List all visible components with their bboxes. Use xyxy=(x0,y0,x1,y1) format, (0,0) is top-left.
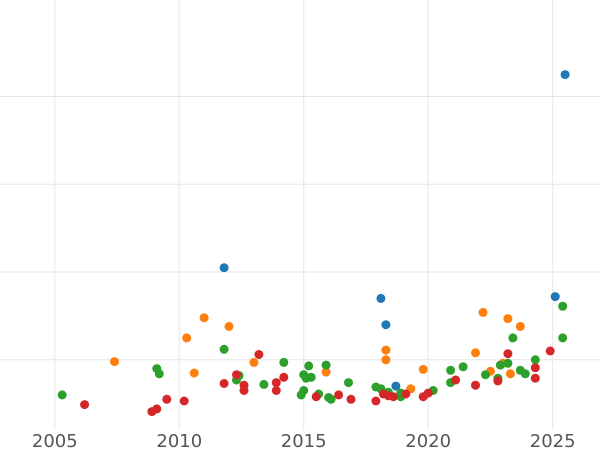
data-point-series-1 xyxy=(391,381,401,391)
data-point-series-2 xyxy=(505,369,515,379)
data-point-series-4 xyxy=(232,370,241,380)
data-point-series-2 xyxy=(199,313,209,323)
data-point-series-1 xyxy=(376,293,386,303)
data-point-series-1 xyxy=(550,292,560,302)
data-point-series-3 xyxy=(321,360,331,370)
data-point-series-4 xyxy=(271,386,281,395)
data-points xyxy=(57,70,570,417)
vertical-gridlines xyxy=(54,0,554,430)
data-point-series-4 xyxy=(530,373,540,383)
data-point-series-3 xyxy=(508,333,518,343)
data-point-series-2 xyxy=(321,367,331,377)
data-point-series-1 xyxy=(381,320,391,330)
data-point-series-4 xyxy=(503,349,513,359)
data-point-series-3 xyxy=(219,344,229,354)
data-point-series-4 xyxy=(219,379,229,388)
data-point-series-3 xyxy=(495,360,505,370)
data-point-series-3 xyxy=(259,379,269,389)
data-point-series-3 xyxy=(344,378,353,388)
x-tick-label: 2005 xyxy=(32,431,78,450)
data-point-series-4 xyxy=(471,380,480,390)
data-point-series-4 xyxy=(279,372,289,382)
data-point-series-2 xyxy=(189,368,199,378)
data-point-series-4 xyxy=(254,350,264,359)
data-point-series-4 xyxy=(371,396,381,406)
data-point-series-3 xyxy=(326,394,336,404)
data-point-series-2 xyxy=(110,357,119,367)
horizontal-gridlines xyxy=(0,96,600,361)
data-point-series-4 xyxy=(334,390,344,400)
data-point-series-3 xyxy=(530,355,540,365)
data-point-series-3 xyxy=(458,362,468,372)
data-point-series-4 xyxy=(311,392,321,402)
data-point-series-2 xyxy=(478,307,488,317)
x-tick-label: 2025 xyxy=(530,431,576,450)
data-point-series-2 xyxy=(471,348,480,358)
data-point-series-4 xyxy=(80,400,90,410)
data-point-series-3 xyxy=(299,386,309,395)
data-point-series-4 xyxy=(388,392,398,402)
data-point-series-4 xyxy=(451,375,461,385)
data-point-series-1 xyxy=(219,263,229,273)
data-point-series-4 xyxy=(152,404,162,414)
data-point-series-4 xyxy=(346,394,356,404)
data-point-series-2 xyxy=(418,364,428,374)
data-point-series-3 xyxy=(520,369,530,379)
data-point-series-4 xyxy=(162,394,172,404)
data-point-series-3 xyxy=(304,361,314,371)
data-point-series-4 xyxy=(179,396,189,406)
x-axis-tick-labels: 2005 2010 2015 2020 2025 xyxy=(32,431,576,450)
x-tick-label: 2020 xyxy=(405,431,451,450)
data-point-series-2 xyxy=(224,321,234,331)
data-point-series-2 xyxy=(182,333,192,343)
data-point-series-2 xyxy=(381,355,391,365)
x-tick-label: 2010 xyxy=(156,431,202,450)
data-point-series-1 xyxy=(560,70,570,80)
data-point-series-2 xyxy=(515,321,525,331)
data-point-series-2 xyxy=(249,357,259,367)
data-point-series-2 xyxy=(503,314,513,324)
data-point-series-4 xyxy=(530,363,540,373)
data-point-series-3 xyxy=(279,357,289,367)
data-point-series-3 xyxy=(481,370,490,380)
data-point-series-4 xyxy=(401,389,411,399)
data-point-series-3 xyxy=(306,372,316,382)
data-point-series-2 xyxy=(381,345,391,355)
data-point-series-4 xyxy=(423,388,433,398)
data-point-series-4 xyxy=(271,378,281,388)
data-point-series-3 xyxy=(57,390,67,400)
data-point-series-3 xyxy=(558,333,568,343)
data-point-series-3 xyxy=(558,301,568,311)
data-point-series-3 xyxy=(446,365,456,375)
x-tick-label: 2015 xyxy=(281,431,327,450)
data-point-series-4 xyxy=(545,346,555,356)
data-point-series-4 xyxy=(239,386,249,395)
data-point-series-3 xyxy=(503,358,513,368)
data-point-series-4 xyxy=(493,376,503,386)
data-point-series-3 xyxy=(154,369,164,379)
